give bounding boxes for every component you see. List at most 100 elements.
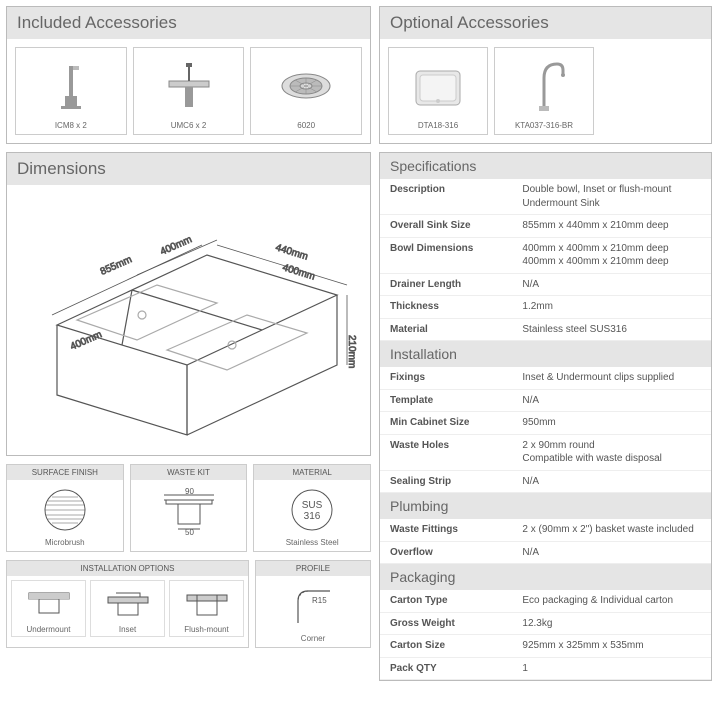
- spec-section-title: Plumbing: [380, 493, 711, 519]
- spec-key: Description: [380, 179, 512, 215]
- spec-value: Eco packaging & Individual carton: [512, 590, 711, 612]
- opt-label: Inset: [93, 625, 162, 634]
- spec-value: 1: [512, 657, 711, 680]
- spec-row: FixingsInset & Undermount clips supplied: [380, 367, 711, 389]
- spec-row: Waste Holes2 x 90mm round Compatible wit…: [380, 434, 711, 470]
- surface-finish-box: SURFACE FINISH Microbrush: [6, 464, 124, 552]
- acc-label: 6020: [297, 121, 315, 130]
- dimensions-title: Dimensions: [7, 153, 370, 185]
- spec-value: N/A: [512, 470, 711, 493]
- spec-key: Material: [380, 318, 512, 341]
- feature-label: Stainless Steel: [258, 538, 366, 547]
- spec-key: Carton Type: [380, 590, 512, 612]
- tap-icon: [499, 54, 589, 117]
- spec-row: Min Cabinet Size950mm: [380, 412, 711, 435]
- svg-text:855mm: 855mm: [99, 254, 134, 278]
- undermount-icon: [14, 583, 83, 623]
- feature-row-2: INSTALLATION OPTIONS Undermount Inset: [6, 560, 371, 648]
- acc-label: UMC6 x 2: [171, 121, 207, 130]
- spec-row: Waste Fittings2 x (90mm x 2") basket was…: [380, 519, 711, 541]
- spec-value: Stainless steel SUS316: [512, 318, 711, 341]
- svg-text:210mm: 210mm: [346, 335, 357, 368]
- spec-section-title: Specifications: [380, 153, 711, 179]
- spec-value: 400mm x 400mm x 210mm deep 400mm x 400mm…: [512, 237, 711, 273]
- waste-kit-box: WASTE KIT 90 50: [130, 464, 248, 552]
- spec-table: FixingsInset & Undermount clips supplied…: [380, 367, 711, 493]
- spec-table: DescriptionDouble bowl, Inset or flush-m…: [380, 179, 711, 341]
- feature-head: MATERIAL: [254, 465, 370, 480]
- spec-key: Gross Weight: [380, 612, 512, 635]
- feature-head: WASTE KIT: [131, 465, 247, 480]
- spec-section-title: Packaging: [380, 564, 711, 590]
- spec-key: Sealing Strip: [380, 470, 512, 493]
- svg-text:90: 90: [185, 487, 194, 496]
- included-accessories-panel: Included Accessories ICM8 x 2: [6, 6, 371, 144]
- spec-section-title: Installation: [380, 341, 711, 367]
- svg-text:316: 316: [304, 511, 321, 522]
- corner-icon: R15: [260, 580, 366, 632]
- spec-value: N/A: [512, 273, 711, 296]
- optional-accessories-panel: Optional Accessories DTA18-316 KTA037-31…: [379, 6, 712, 144]
- spec-key: Fixings: [380, 367, 512, 389]
- spec-row: Pack QTY1: [380, 657, 711, 680]
- microbrush-icon: [11, 484, 119, 536]
- opt-label: Flush-mount: [172, 625, 241, 634]
- spec-row: Bowl Dimensions400mm x 400mm x 210mm dee…: [380, 237, 711, 273]
- spec-key: Thickness: [380, 296, 512, 319]
- spec-row: Thickness1.2mm: [380, 296, 711, 319]
- specs-panel: SpecificationsDescriptionDouble bowl, In…: [379, 152, 712, 681]
- svg-text:400mm: 400mm: [69, 329, 104, 353]
- spec-row: Gross Weight12.3kg: [380, 612, 711, 635]
- spec-key: Waste Fittings: [380, 519, 512, 541]
- spec-value: 950mm: [512, 412, 711, 435]
- spec-key: Pack QTY: [380, 657, 512, 680]
- spec-key: Overall Sink Size: [380, 215, 512, 238]
- svg-text:R15: R15: [312, 596, 327, 605]
- feature-label: Corner: [260, 634, 366, 643]
- optional-item: DTA18-316: [388, 47, 488, 135]
- included-item: ICM8 x 2: [15, 47, 127, 135]
- svg-text:50: 50: [185, 528, 194, 535]
- acc-label: DTA18-316: [418, 121, 458, 130]
- spec-key: Drainer Length: [380, 273, 512, 296]
- waste-kit-icon: 90 50: [135, 484, 243, 536]
- feature-head: INSTALLATION OPTIONS: [7, 561, 248, 576]
- spec-key: Waste Holes: [380, 434, 512, 470]
- spec-key: Template: [380, 389, 512, 412]
- tray-icon: [393, 54, 483, 117]
- spec-row: Sealing StripN/A: [380, 470, 711, 493]
- acc-label: KTA037-316-BR: [515, 121, 573, 130]
- spec-row: Carton TypeEco packaging & Individual ca…: [380, 590, 711, 612]
- strainer-icon: [255, 54, 357, 117]
- spec-table: Carton TypeEco packaging & Individual ca…: [380, 590, 711, 680]
- spec-row: TemplateN/A: [380, 389, 711, 412]
- material-box: MATERIAL SUS 316 Stainless Steel: [253, 464, 371, 552]
- spec-value: 1.2mm: [512, 296, 711, 319]
- inset-icon: [93, 583, 162, 623]
- spec-key: Overflow: [380, 541, 512, 564]
- spec-value: 2 x (90mm x 2") basket waste included: [512, 519, 711, 541]
- acc-label: ICM8 x 2: [55, 121, 87, 130]
- mount-clip-icon: [138, 54, 240, 117]
- feature-label: Microbrush: [11, 538, 119, 547]
- feature-row-1: SURFACE FINISH Microbrush WASTE KIT: [6, 464, 371, 552]
- spec-key: Bowl Dimensions: [380, 237, 512, 273]
- svg-text:SUS: SUS: [302, 500, 323, 511]
- included-item: 6020: [250, 47, 362, 135]
- spec-key: Min Cabinet Size: [380, 412, 512, 435]
- spec-row: Overall Sink Size855mm x 440mm x 210mm d…: [380, 215, 711, 238]
- spec-value: N/A: [512, 541, 711, 564]
- spec-value: 925mm x 325mm x 535mm: [512, 635, 711, 658]
- svg-text:440mm: 440mm: [274, 242, 309, 262]
- feature-head: SURFACE FINISH: [7, 465, 123, 480]
- spec-row: DescriptionDouble bowl, Inset or flush-m…: [380, 179, 711, 215]
- sink-diagram: 855mm 400mm 400mm 440mm 400mm 210mm: [17, 195, 362, 445]
- optional-item: KTA037-316-BR: [494, 47, 594, 135]
- spec-value: N/A: [512, 389, 711, 412]
- spec-row: Drainer LengthN/A: [380, 273, 711, 296]
- svg-text:400mm: 400mm: [159, 234, 194, 258]
- optional-title: Optional Accessories: [380, 7, 711, 39]
- spec-table: Waste Fittings2 x (90mm x 2") basket was…: [380, 519, 711, 564]
- spec-value: 2 x 90mm round Compatible with waste dis…: [512, 434, 711, 470]
- included-title: Included Accessories: [7, 7, 370, 39]
